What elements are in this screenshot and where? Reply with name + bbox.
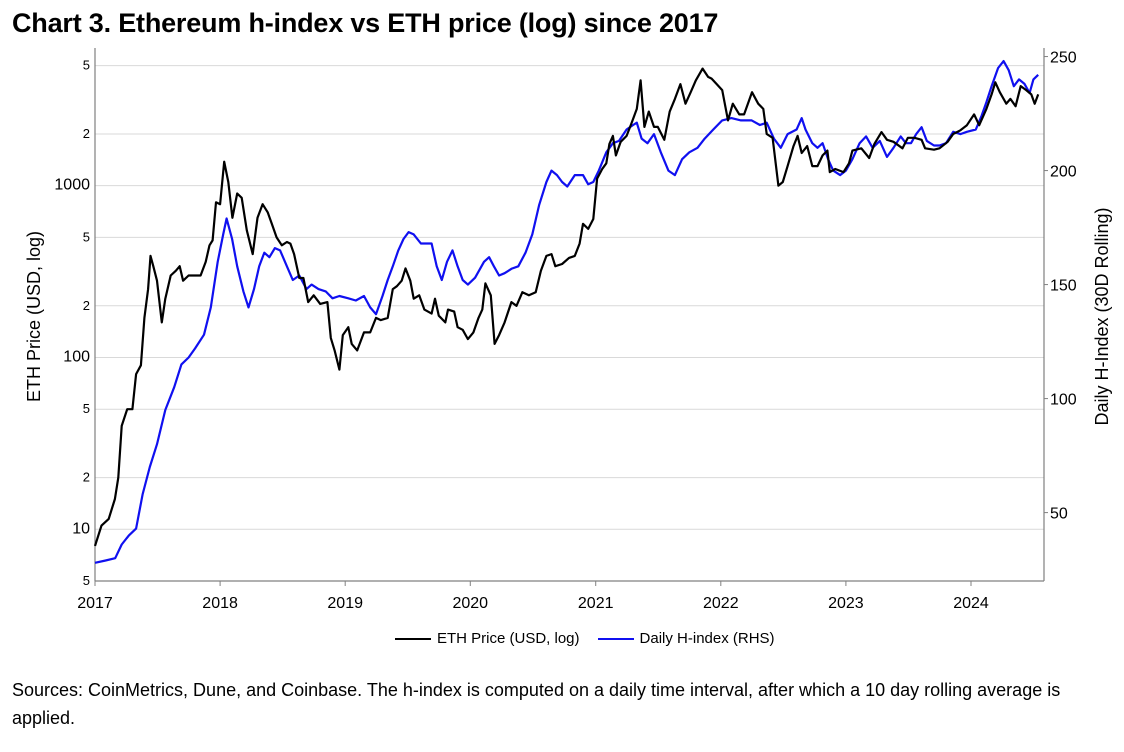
legend-label-hindex: Daily H-index (RHS)	[639, 630, 775, 647]
y2-tick-label: 200	[1050, 164, 1077, 181]
y2-tick-label: 250	[1050, 50, 1077, 67]
y-tick-label: 2	[83, 126, 90, 141]
chart-title: Chart 3. Ethereum h-index vs ETH price (…	[12, 8, 719, 38]
y-tick-label: 1000	[54, 177, 90, 194]
y-tick-label: 5	[83, 401, 90, 416]
hindex-line	[94, 59, 1039, 564]
legend-swatch-hindex	[597, 637, 634, 640]
chart-legend: ETH Price (USD, log) Daily H-index (RHS)	[395, 630, 793, 647]
y-tick-label: 100	[63, 348, 90, 365]
y2-axis-title: Daily H-Index (30D Rolling)	[1092, 207, 1112, 425]
y-tick-label: 5	[83, 573, 90, 588]
legend-label-eth: ETH Price (USD, log)	[437, 630, 580, 647]
y-tick-label: 5	[83, 58, 90, 73]
y-tick-label: 2	[83, 470, 90, 485]
legend-item-hindex: Daily H-index (RHS)	[597, 630, 775, 647]
y-tick-label: 5	[83, 229, 90, 244]
y2-tick-label: 50	[1050, 506, 1068, 523]
y-tick-label: 10	[72, 520, 90, 537]
x-tick-label: 2021	[578, 595, 614, 612]
x-tick-label: 2022	[703, 595, 739, 612]
legend-swatch-eth	[395, 637, 431, 640]
x-tick-label: 2017	[77, 595, 113, 612]
x-tick-label: 2024	[953, 595, 989, 612]
y2-tick-label: 100	[1050, 392, 1077, 409]
y-axis-title: ETH Price (USD, log)	[24, 231, 44, 402]
source-footnote: Sources: CoinMetrics, Dune, and Coinbase…	[12, 680, 1061, 728]
y2-tick-label: 150	[1050, 278, 1077, 295]
eth-price-line	[93, 67, 1040, 547]
legend-item-eth: ETH Price (USD, log)	[395, 630, 580, 647]
x-tick-label: 2023	[828, 595, 864, 612]
chart-plot: 5 10 2 5 100 2 5 1000 2 5 2017 2018 2019 2020 2021 2022…	[24, 48, 1112, 612]
x-tick-label: 2018	[202, 595, 238, 612]
x-tick-label: 2019	[327, 595, 363, 612]
x-tick-label: 2020	[452, 595, 488, 612]
y-tick-label: 2	[83, 298, 90, 313]
